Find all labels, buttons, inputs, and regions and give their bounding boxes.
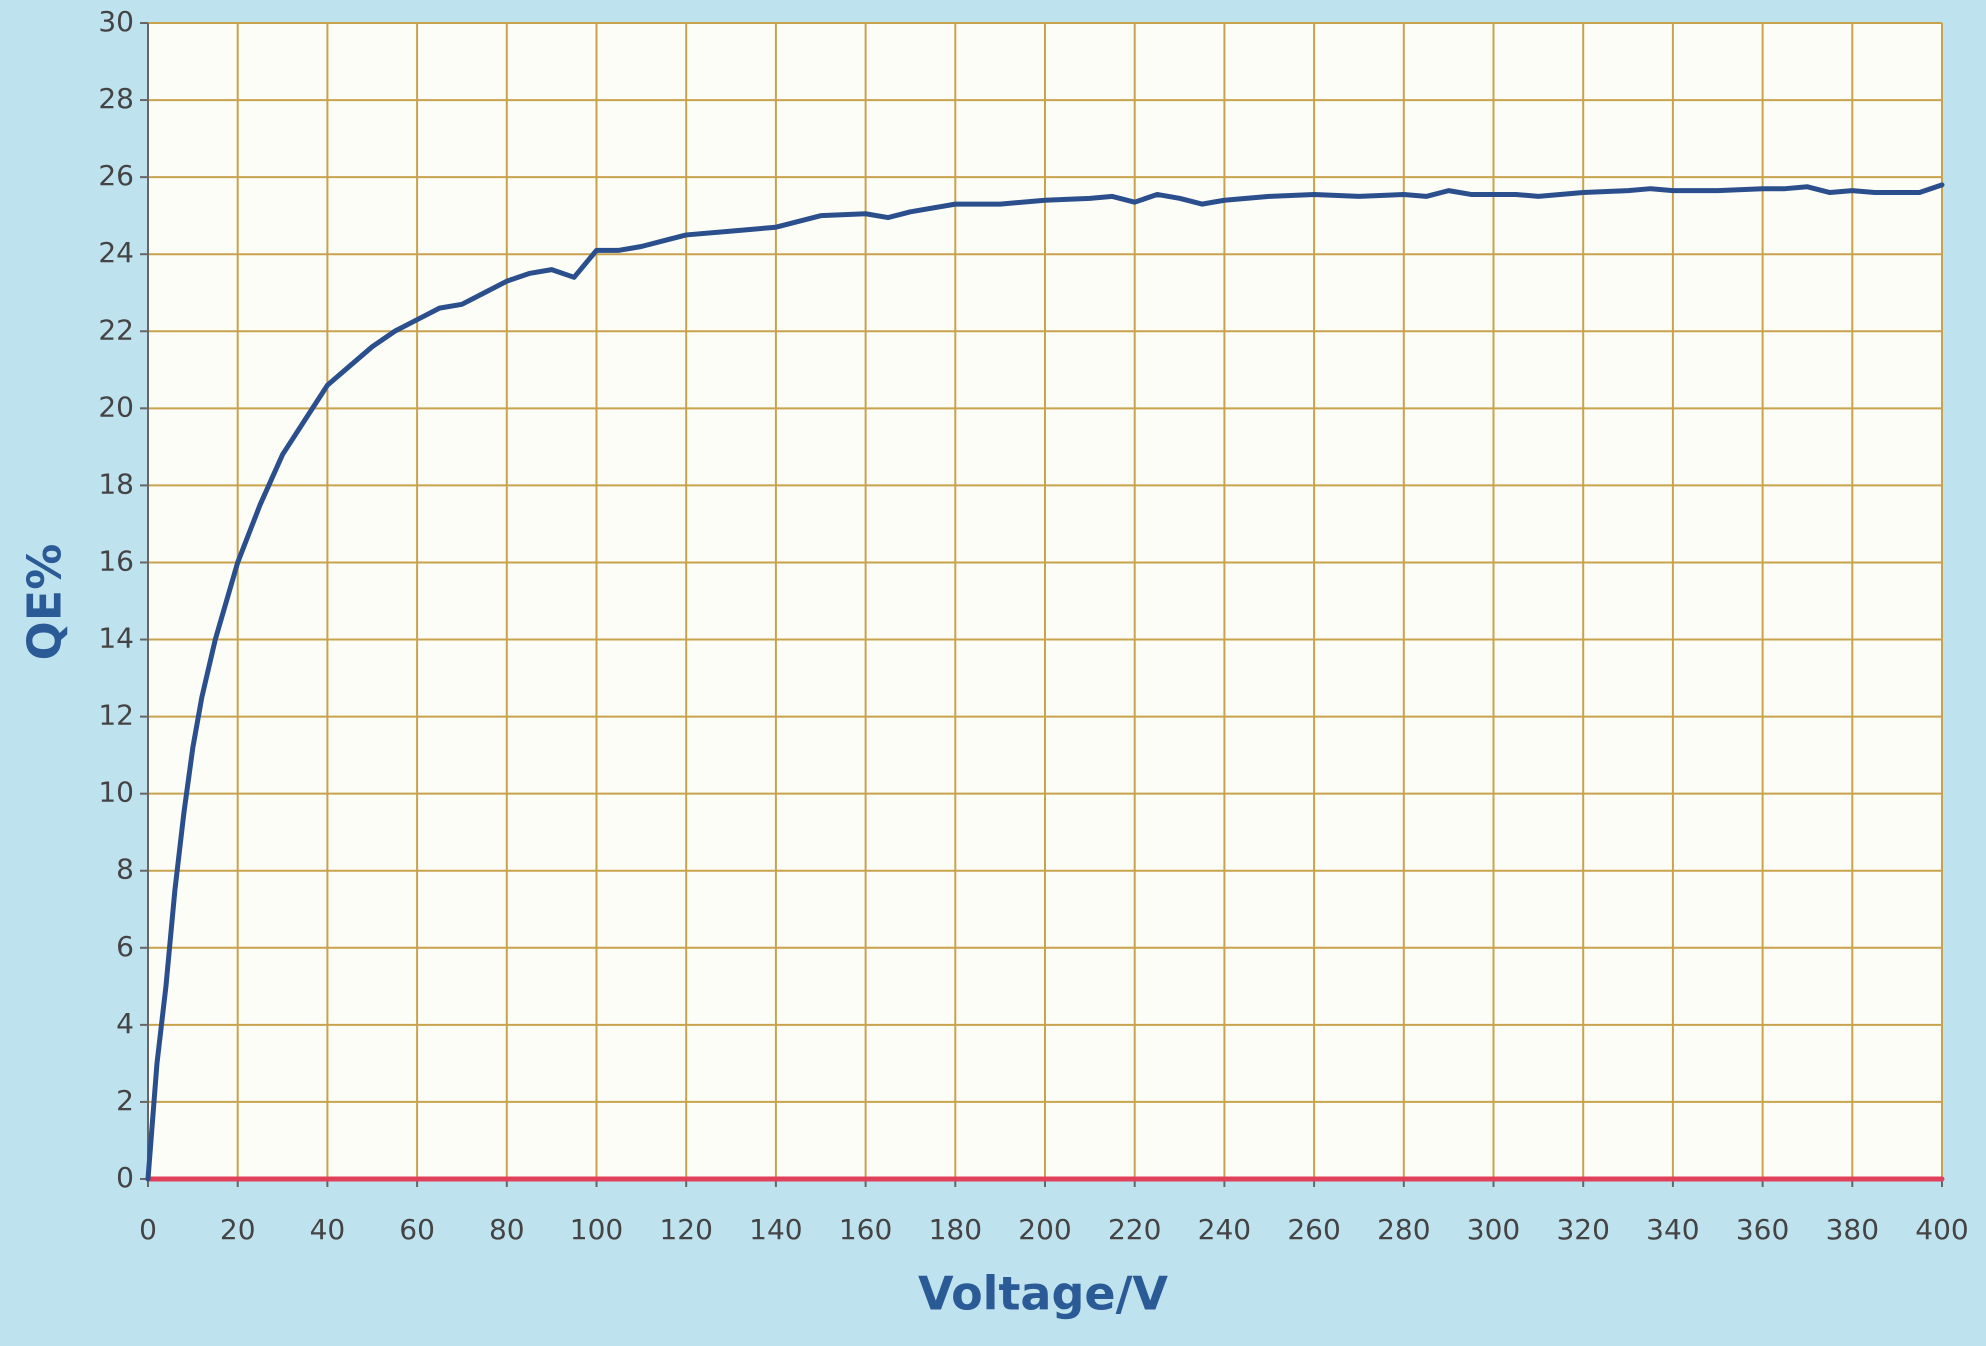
y-tick-label: 0 bbox=[116, 1161, 134, 1194]
x-tick-label: 280 bbox=[1377, 1213, 1430, 1246]
x-tick-label: 240 bbox=[1198, 1213, 1251, 1246]
y-tick-label: 2 bbox=[116, 1084, 134, 1117]
x-tick-label: 60 bbox=[399, 1213, 435, 1246]
y-tick-label: 12 bbox=[98, 699, 134, 732]
x-tick-label: 120 bbox=[659, 1213, 712, 1246]
x-tick-label: 260 bbox=[1287, 1213, 1340, 1246]
y-tick-label: 6 bbox=[116, 930, 134, 963]
y-tick-label: 28 bbox=[98, 82, 134, 115]
x-tick-label: 80 bbox=[489, 1213, 525, 1246]
x-tick-label: 180 bbox=[929, 1213, 982, 1246]
x-tick-label: 380 bbox=[1826, 1213, 1879, 1246]
y-tick-label: 8 bbox=[116, 853, 134, 886]
x-tick-label: 400 bbox=[1915, 1213, 1968, 1246]
y-tick-label: 10 bbox=[98, 776, 134, 809]
x-tick-label: 100 bbox=[570, 1213, 623, 1246]
x-tick-label: 320 bbox=[1556, 1213, 1609, 1246]
x-tick-label: 40 bbox=[310, 1213, 346, 1246]
y-tick-label: 26 bbox=[98, 159, 134, 192]
x-tick-label: 140 bbox=[749, 1213, 802, 1246]
x-tick-label: 0 bbox=[139, 1213, 157, 1246]
x-tick-label: 200 bbox=[1018, 1213, 1071, 1246]
y-tick-label: 16 bbox=[98, 544, 134, 577]
x-tick-label: 160 bbox=[839, 1213, 892, 1246]
x-tick-label: 300 bbox=[1467, 1213, 1520, 1246]
x-axis-title: Voltage/V bbox=[918, 1267, 1168, 1321]
y-tick-label: 20 bbox=[98, 390, 134, 423]
x-tick-label: 20 bbox=[220, 1213, 256, 1246]
y-tick-label: 4 bbox=[116, 1007, 134, 1040]
x-tick-label: 220 bbox=[1108, 1213, 1161, 1246]
y-tick-label: 14 bbox=[98, 622, 134, 655]
data-line bbox=[145, 182, 1945, 1182]
y-axis-title: QE% bbox=[18, 544, 72, 661]
y-tick-label: 30 bbox=[98, 5, 134, 38]
y-tick-label: 22 bbox=[98, 313, 134, 346]
x-tick-label: 360 bbox=[1736, 1213, 1789, 1246]
y-tick-label: 18 bbox=[98, 467, 134, 500]
x-tick-label: 340 bbox=[1646, 1213, 1699, 1246]
y-tick-label: 24 bbox=[98, 236, 134, 269]
